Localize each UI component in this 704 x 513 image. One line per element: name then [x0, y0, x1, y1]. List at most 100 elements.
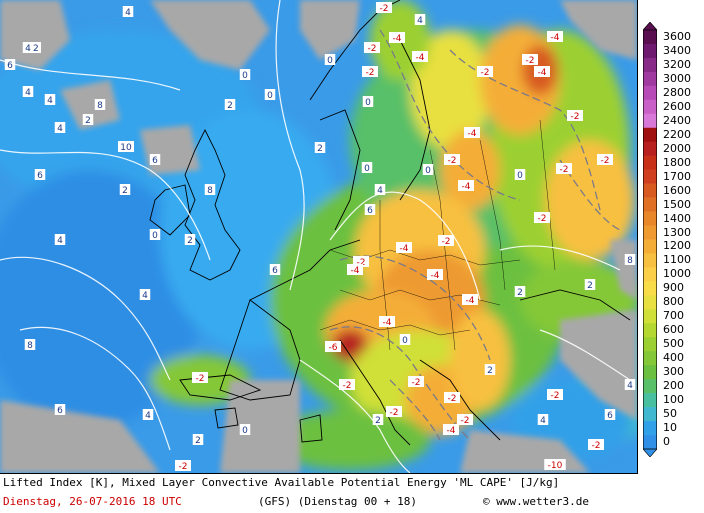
- colorbar-step: [643, 435, 657, 450]
- colorbar-step: [643, 365, 657, 380]
- lifted-index-label: 4: [540, 416, 546, 426]
- lifted-index-label: 4: [47, 96, 53, 106]
- lifted-index-label: -4: [462, 182, 471, 192]
- colorbar-arrow-bottom: [643, 448, 657, 457]
- li-label-background: [264, 89, 276, 100]
- colorbar-label: 2600: [663, 99, 691, 113]
- lifted-index-label: 2: [317, 144, 323, 154]
- li-label-background: [604, 409, 616, 420]
- li-label-background: [339, 379, 355, 390]
- colorbar-step: [643, 155, 657, 170]
- li-label-background: [588, 439, 604, 450]
- colorbar-step: [643, 71, 657, 87]
- li-label-background: [239, 69, 251, 80]
- lifted-index-label: -2: [560, 165, 569, 175]
- colorbar-label: 3000: [663, 71, 691, 85]
- lifted-index-label: -2: [343, 381, 352, 391]
- li-label-background: [399, 334, 411, 345]
- colorbar-step: [643, 281, 657, 296]
- lifted-index-label: 0: [242, 71, 248, 81]
- lifted-index-label: -2: [448, 156, 457, 166]
- colorbar-label: 1800: [663, 155, 691, 169]
- colorbar-step: [643, 253, 657, 268]
- lifted-index-label: 4: [142, 291, 148, 301]
- colorbar-label: 2000: [663, 141, 691, 155]
- li-label-background: [534, 212, 550, 223]
- lifted-index-label: -2: [538, 214, 547, 224]
- lifted-index-label: -6: [329, 343, 338, 353]
- lifted-index-label: 2: [195, 436, 201, 446]
- li-label-background: [443, 424, 459, 435]
- colorbar-label: 100: [663, 393, 684, 407]
- lifted-index-label: -4: [400, 244, 409, 254]
- lifted-index-label: 2: [587, 281, 593, 291]
- li-label-background: [372, 414, 384, 425]
- colorbar-step: [643, 267, 657, 282]
- map-title: Lifted Index [K], Mixed Layer Convective…: [3, 476, 560, 489]
- lifted-index-label: -2: [592, 441, 601, 451]
- li-label-background: [192, 372, 208, 383]
- model-run: (GFS) (Dienstag 00 + 18): [258, 495, 417, 508]
- colorbar-step: [643, 393, 657, 408]
- li-label-background: [347, 264, 363, 275]
- li-label-background: [408, 376, 424, 387]
- li-label-background: [324, 54, 336, 65]
- li-label-background: [438, 235, 454, 246]
- colorbar-label: 600: [663, 323, 684, 337]
- colorbar-label: 200: [663, 379, 684, 393]
- li-label-background: [361, 162, 373, 173]
- lifted-index-label: -4: [416, 53, 425, 63]
- lifted-index-label: 6: [367, 206, 373, 216]
- colorbar-label: 500: [663, 337, 684, 351]
- colorbar-step: [643, 421, 657, 436]
- lifted-index-label: 6: [607, 411, 613, 421]
- li-label-background: [584, 279, 596, 290]
- lifted-index-label: 4: [377, 186, 383, 196]
- lifted-index-label: -4: [351, 266, 360, 276]
- lifted-index-label: 0: [327, 56, 333, 66]
- li-label-background: [22, 42, 34, 53]
- colorbar-step: [643, 43, 657, 59]
- lifted-index-label: 0: [267, 91, 273, 101]
- lifted-index-label: -2: [601, 156, 610, 166]
- li-label-background: [567, 110, 583, 121]
- colorbar-label: 2200: [663, 127, 691, 141]
- map-footer: Lifted Index [K], Mixed Layer Convective…: [0, 474, 637, 513]
- li-label-background: [224, 99, 236, 110]
- lifted-index-label: -2: [481, 68, 490, 78]
- colorbar-label: 3600: [663, 29, 691, 43]
- lifted-index-label: -2: [179, 462, 188, 472]
- li-label-background: [82, 114, 94, 125]
- lifted-index-label: -2: [357, 258, 366, 268]
- li-label-background: [422, 164, 434, 175]
- li-label-background: [458, 180, 474, 191]
- colorbar-step: [643, 141, 657, 156]
- lifted-index-label: 6: [57, 406, 63, 416]
- lifted-index-label: -2: [551, 391, 560, 401]
- lifted-index-label: 8: [627, 256, 633, 266]
- colorbar-arrow-top: [643, 22, 657, 31]
- colorbar-label: 1500: [663, 197, 691, 211]
- li-isolines-white: [0, 0, 631, 473]
- li-label-background: [142, 409, 154, 420]
- lifted-index-label: -2: [368, 44, 377, 54]
- lifted-index-label: 8: [27, 341, 33, 351]
- li-label-background: [544, 459, 566, 470]
- colorbar-label: 700: [663, 309, 684, 323]
- li-label-background: [464, 127, 480, 138]
- colorbar-step: [643, 113, 657, 129]
- li-label-background: [118, 141, 134, 152]
- lifted-index-label: 4: [25, 88, 31, 98]
- colorbar-label: 2400: [663, 113, 691, 127]
- li-label-background: [54, 404, 66, 415]
- li-label-background: [514, 286, 526, 297]
- colorbar-step: [643, 211, 657, 226]
- lifted-index-label: -4: [551, 33, 560, 43]
- colorbar-step: [643, 351, 657, 366]
- lifted-index-label: 2: [187, 236, 193, 246]
- lifted-index-label: 4: [57, 124, 63, 134]
- li-label-background: [192, 434, 204, 445]
- lifted-index-label: 2: [517, 288, 523, 298]
- lifted-index-label: -2: [442, 237, 451, 247]
- colorbar-step: [643, 407, 657, 422]
